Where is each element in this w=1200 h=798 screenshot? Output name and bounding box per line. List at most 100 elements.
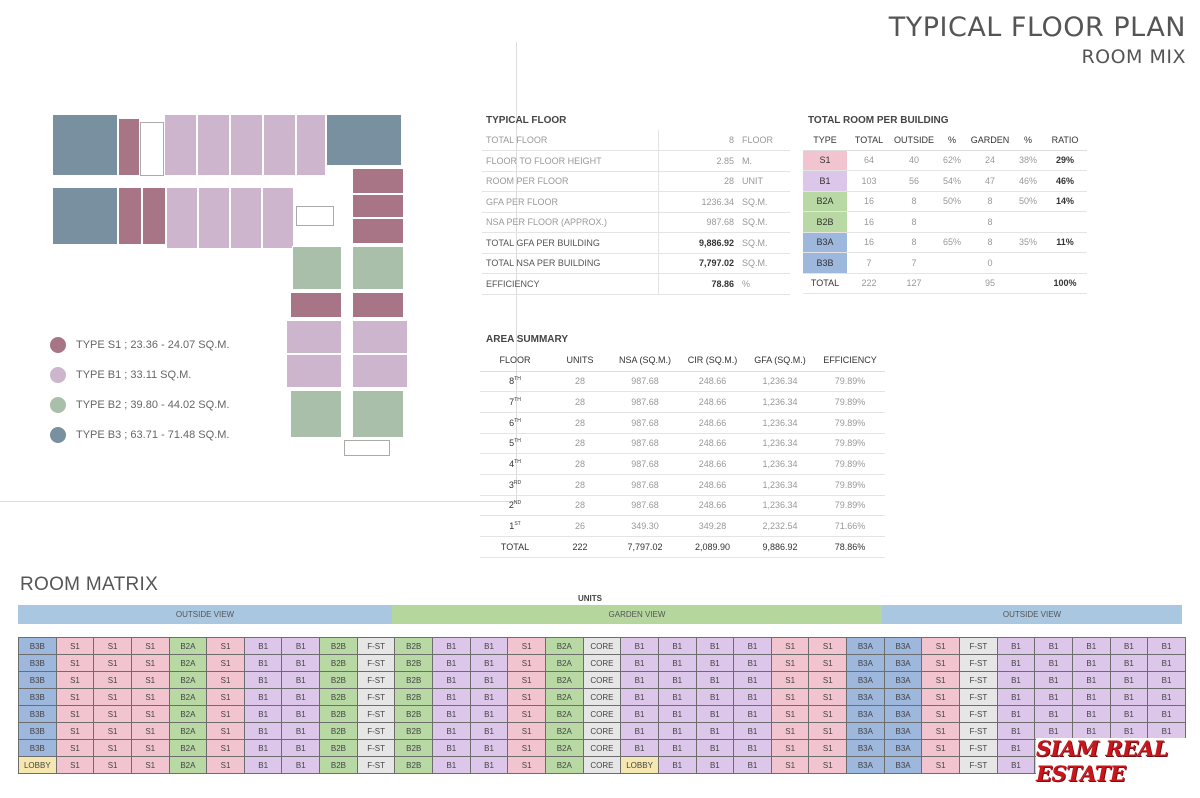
room-matrix-cell: B1 <box>1109 705 1149 723</box>
room-matrix-cell: CORE <box>582 654 622 672</box>
area-summary-gfa: 2,232.54 <box>745 515 815 537</box>
room-matrix-cell: B2A <box>168 654 208 672</box>
unit-type-legend: TYPE S1 ; 23.36 - 24.07 SQ.M. TYPE B1 ; … <box>50 330 229 450</box>
room-matrix-cell: B1 <box>657 637 697 655</box>
room-matrix-cell: S1 <box>507 671 546 689</box>
room-matrix-cell: B3B <box>18 654 57 672</box>
room-matrix-cell: S1 <box>507 756 546 774</box>
floor-number: 7 <box>509 397 515 408</box>
plan-room-b1 <box>198 187 230 249</box>
room-matrix-cell: B1 <box>695 756 735 774</box>
total-room-total: 16 <box>847 211 891 233</box>
room-matrix-cell: S1 <box>770 705 810 723</box>
room-matrix-cell: S1 <box>770 654 810 672</box>
room-matrix-cell: B1 <box>620 671 659 689</box>
room-matrix-cell: F-ST <box>356 756 396 774</box>
legend-item-b2: TYPE B2 ; 39.80 - 44.02 SQ.M. <box>50 390 229 420</box>
total-room-header: % <box>1013 130 1044 151</box>
total-room-pct_out <box>937 211 968 233</box>
area-summary-cir: 248.66 <box>680 495 745 517</box>
total-room-garden: 47 <box>967 170 1014 192</box>
room-matrix-cell: F-ST <box>356 671 396 689</box>
units-label: UNITS <box>578 594 602 603</box>
room-matrix-cell: B1 <box>469 705 509 723</box>
room-matrix-cell: S1 <box>93 671 132 689</box>
area-summary-eff: 79.89% <box>815 412 885 434</box>
room-matrix-cell: B2A <box>544 671 584 689</box>
garden-view-bar: GARDEN VIEW <box>392 605 882 624</box>
total-room-row: B3A 16 8 65% 8 35% 11% <box>803 232 1088 253</box>
room-matrix-cell: B1 <box>432 671 471 689</box>
floor-plan-drawing <box>0 0 520 500</box>
room-matrix-cell: S1 <box>507 637 546 655</box>
room-matrix-cell: S1 <box>93 637 132 655</box>
area-summary-gfa: 1,236.34 <box>745 453 815 475</box>
total-room-garden: 24 <box>967 150 1014 171</box>
total-room-row: B3B 7 7 0 <box>803 252 1088 274</box>
room-matrix-cell: CORE <box>582 688 622 706</box>
room-matrix-row: B3B S1 S1 S1 B2A S1 B1 B1 B2B F-ST B2B B1 B1 S1 B2A COR… <box>18 671 1186 689</box>
floor-suffix: TH <box>514 459 521 466</box>
typical-floor-label: NSA PER FLOOR (APPROX.) <box>482 212 658 233</box>
room-matrix-cell: S1 <box>770 671 810 689</box>
room-matrix-cell: B1 <box>1071 637 1111 655</box>
total-room-pct_gar: 50% <box>1013 191 1044 212</box>
room-matrix-cell: B1 <box>1034 671 1073 689</box>
room-matrix-cell: B2B <box>394 705 434 723</box>
typical-floor-title: TYPICAL FLOOR <box>486 115 567 126</box>
total-room-pct_gar <box>1013 211 1044 233</box>
room-matrix-cell: S1 <box>206 671 245 689</box>
room-matrix-cell: B1 <box>996 739 1036 757</box>
room-matrix-cell: B2B <box>319 671 358 689</box>
room-matrix-cell: F-ST <box>356 637 396 655</box>
area-summary-header: CIR (SQ.M.) <box>680 350 745 372</box>
room-matrix-cell: B1 <box>1034 705 1073 723</box>
typical-floor-unit: SQ.M. <box>738 232 790 254</box>
room-matrix-cell: B3B <box>18 688 57 706</box>
area-summary-floor: 2ND <box>480 495 550 517</box>
room-matrix-cell: B1 <box>1034 688 1073 706</box>
total-room-type: B3B <box>803 252 847 274</box>
room-matrix-cell: CORE <box>582 671 622 689</box>
floor-number: 5 <box>509 438 515 449</box>
typical-floor-label: TOTAL GFA PER BUILDING <box>482 232 658 254</box>
total-room-ratio: 14% <box>1043 191 1088 212</box>
floor-number: 2 <box>508 500 514 511</box>
room-matrix-cell: B3A <box>846 654 885 672</box>
plan-room-b1 <box>197 114 230 176</box>
room-matrix-cell: B2B <box>319 739 358 757</box>
total-room-row: B2B 16 8 8 <box>803 211 1088 233</box>
room-matrix-cell: B1 <box>1034 637 1073 655</box>
room-matrix-cell: B1 <box>620 739 659 757</box>
room-matrix-cell: B1 <box>996 654 1036 672</box>
room-matrix-cell: B2A <box>168 688 208 706</box>
room-matrix-cell: S1 <box>808 637 848 655</box>
room-matrix-cell: B1 <box>281 705 321 723</box>
area-summary-eff: 79.89% <box>815 474 885 496</box>
plan-room-s1 <box>352 292 404 318</box>
total-room-header: OUTSIDE <box>891 130 938 151</box>
room-matrix-cell: B1 <box>620 705 659 723</box>
room-matrix-cell: B1 <box>620 637 659 655</box>
floor-number: 4 <box>509 459 515 470</box>
room-matrix-cell: S1 <box>808 722 848 740</box>
typical-floor-value: 987.68 <box>657 212 738 233</box>
area-summary-nsa: 7,797.02 <box>610 536 680 558</box>
floor-number: 6 <box>509 417 515 428</box>
room-matrix-cell: LOBBY <box>18 756 57 774</box>
total-room-ratio <box>1043 211 1088 233</box>
room-matrix-cell: B3A <box>883 739 923 757</box>
area-summary-cir: 349.28 <box>680 515 745 537</box>
siam-real-estate-logo: SIAM REAL ESTATE <box>1036 736 1196 786</box>
room-matrix-cell: B1 <box>657 654 697 672</box>
room-matrix-cell: B1 <box>1147 722 1186 740</box>
room-matrix-cell: B2A <box>544 688 584 706</box>
room-matrix-cell: B1 <box>281 739 321 757</box>
area-summary-nsa: 987.68 <box>610 433 680 455</box>
room-matrix-table: B3B S1 S1 S1 B2A S1 B1 B1 B2B F-ST B2B B1 B1 S1 B2A COR… <box>18 637 1186 774</box>
area-summary-nsa: 987.68 <box>610 495 680 517</box>
total-room-pct_gar <box>1013 273 1044 294</box>
typical-floor-value: 8 <box>657 130 738 151</box>
room-matrix-cell: B1 <box>281 756 321 774</box>
area-summary-units: 28 <box>550 474 610 496</box>
